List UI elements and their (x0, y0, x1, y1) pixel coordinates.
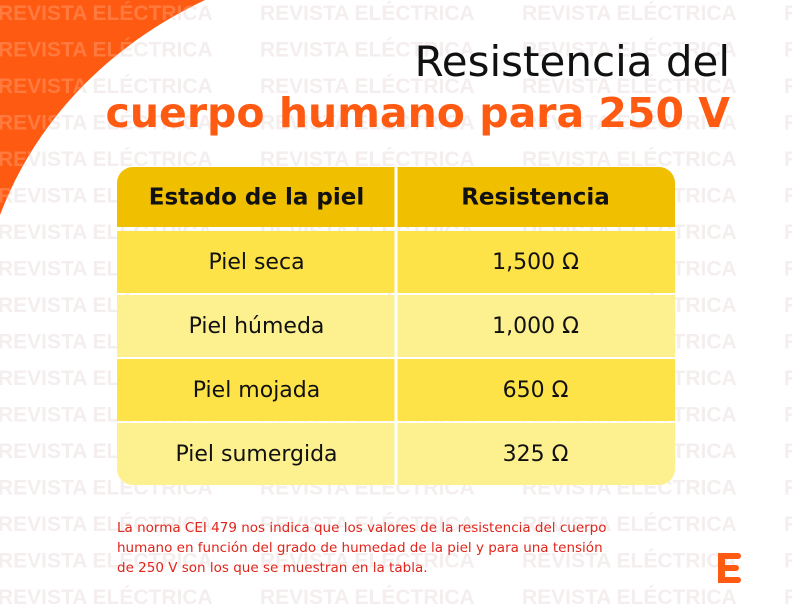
table-cell: 325 Ω (503, 442, 569, 467)
table-cell: Piel sumergida (175, 442, 337, 467)
watermark-text: REVISTA ELÉCTRICA (0, 148, 213, 171)
watermark-text: REVISTA ELÉCTRICA (784, 404, 792, 427)
footnote-line: humano en función del grado de humedad d… (117, 540, 603, 556)
footnote-line: de 250 V son los que se muestran en la t… (117, 560, 428, 576)
table-cell: Piel seca (208, 250, 304, 275)
watermark-text: REVISTA ELÉCTRICA (260, 550, 475, 573)
watermark-text: REVISTA ELÉCTRICA (784, 185, 792, 208)
watermark-text: REVISTA ELÉCTRICA (784, 75, 792, 98)
watermark-text: REVISTA ELÉCTRICA (260, 2, 475, 25)
logo (718, 553, 741, 583)
watermark-text: REVISTA ELÉCTRICA (784, 477, 792, 500)
resistance-table: Estado de la piel Resistencia Piel seca 1,5… (117, 167, 675, 485)
table-cell: 1,000 Ω (492, 314, 579, 339)
watermark-text: REVISTA ELÉCTRICA (522, 2, 737, 25)
watermark-text: REVISTA ELÉCTRICA (260, 75, 475, 98)
table-cell: 650 Ω (503, 378, 569, 403)
watermark-text: REVISTA ELÉCTRICA (784, 440, 792, 463)
watermark-text: REVISTA ELÉCTRICA (784, 513, 792, 536)
watermark-text: REVISTA ELÉCTRICA (522, 75, 737, 98)
watermark-text: REVISTA ELÉCTRICA (784, 550, 792, 573)
column-header: Resistencia (461, 185, 610, 211)
watermark-text: REVISTA ELÉCTRICA (784, 586, 792, 609)
title-line2: cuerpo humano para 250 V (106, 89, 731, 137)
watermark-text: REVISTA ELÉCTRICA (522, 513, 737, 536)
watermark-text: REVISTA ELÉCTRICA (260, 586, 475, 609)
table-cell: Piel mojada (193, 378, 320, 403)
watermark-text: REVISTA ELÉCTRICA (260, 148, 475, 171)
watermark-text: REVISTA ELÉCTRICA (784, 367, 792, 390)
watermark-text: REVISTA ELÉCTRICA (0, 586, 213, 609)
table-body (117, 167, 675, 485)
watermark-text: REVISTA ELÉCTRICA (784, 112, 792, 135)
watermark-text: REVISTA ELÉCTRICA (522, 586, 737, 609)
watermark-text: REVISTA ELÉCTRICA (784, 2, 792, 25)
watermark-text: REVISTA ELÉCTRICA (522, 39, 737, 62)
watermark-text: REVISTA ELÉCTRICA (784, 331, 792, 354)
watermark-text: REVISTA ELÉCTRICA (522, 148, 737, 171)
watermark-text: REVISTA ELÉCTRICA (784, 39, 792, 62)
column-header: Estado de la piel (149, 185, 365, 211)
watermark-text: REVISTA ELÉCTRICA (522, 550, 737, 573)
watermark-text: REVISTA ELÉCTRICA (784, 258, 792, 281)
table-cell: 1,500 Ω (492, 250, 579, 275)
footnote: La norma CEI 479 nos indica que los valo… (117, 520, 607, 576)
footnote-line: La norma CEI 479 nos indica que los valo… (117, 520, 607, 536)
watermark-text: REVISTA ELÉCTRICA (522, 112, 737, 135)
watermark-text: REVISTA ELÉCTRICA (784, 294, 792, 317)
title-line1: Resistencia del (414, 37, 730, 86)
watermark-text: REVISTA ELÉCTRICA (260, 112, 475, 135)
watermark-text: REVISTA ELÉCTRICA (0, 2, 213, 25)
watermark-text: REVISTA ELÉCTRICA (260, 39, 475, 62)
watermark-text: REVISTA ELÉCTRICA (784, 221, 792, 244)
orange-corner (0, 0, 205, 215)
watermark-text: REVISTA ELÉCTRICA (0, 513, 213, 536)
watermark-text: REVISTA ELÉCTRICA (784, 148, 792, 171)
watermark-text: REVISTA ELÉCTRICA (260, 513, 475, 536)
table-cell: Piel húmeda (189, 314, 325, 339)
watermark-text: REVISTA ELÉCTRICA (0, 550, 213, 573)
